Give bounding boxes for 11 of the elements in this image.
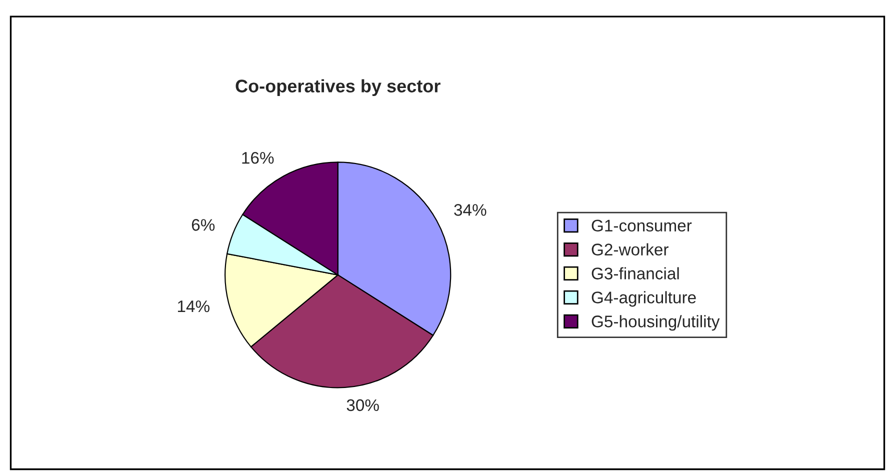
- legend-label: G1-consumer: [592, 220, 692, 232]
- data-label: 6%: [192, 219, 215, 231]
- data-label: 34%: [454, 204, 486, 216]
- data-label: 30%: [346, 399, 379, 412]
- legend-label: G3-financial: [592, 267, 679, 280]
- data-label: 16%: [242, 152, 274, 164]
- legend-label: G2-worker: [592, 243, 668, 256]
- legend-label: G4-agriculture: [592, 291, 696, 307]
- data-label: 14%: [178, 300, 210, 312]
- chart-title: Co-operatives by sector: [236, 79, 440, 96]
- legend-label: G5-housing/utility: [592, 315, 720, 331]
